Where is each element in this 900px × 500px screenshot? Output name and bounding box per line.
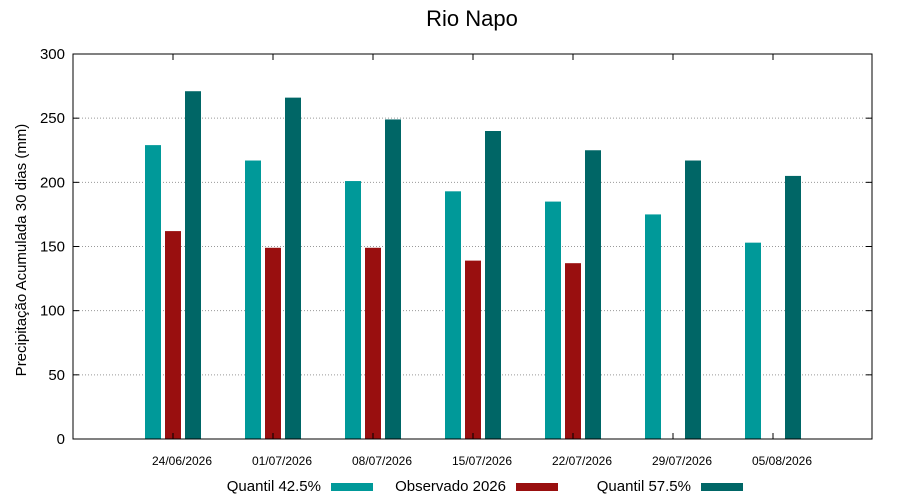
- legend-swatch: [331, 483, 373, 491]
- legend-label: Quantil 42.5%: [227, 478, 321, 495]
- y-axis-ticks: 0 50 100 150 200 250 300: [40, 46, 872, 448]
- bar-quantil-42-5: [445, 191, 461, 439]
- bar-quantil-57-5: [285, 97, 301, 439]
- bar-observado-2026: [465, 260, 481, 439]
- bar-quantil-57-5: [485, 131, 501, 439]
- bar-quantil-57-5: [185, 91, 201, 439]
- y-tick-label: 100: [40, 303, 65, 320]
- y-tick-label: 300: [40, 46, 65, 63]
- bars: [145, 91, 801, 440]
- chart-title: Rio Napo: [426, 6, 518, 31]
- legend-label: Quantil 57.5%: [597, 478, 691, 495]
- y-tick-label: 250: [40, 110, 65, 127]
- legend-label: Observado 2026: [395, 478, 506, 495]
- x-tick-label: 22/07/2026: [552, 454, 612, 468]
- x-tick-label: 15/07/2026: [452, 454, 512, 468]
- legend: Quantil 42.5% Observado 2026 Quantil 57.5%: [227, 478, 743, 495]
- bar-quantil-42-5: [545, 201, 561, 439]
- bar-observado-2026: [365, 247, 381, 439]
- x-tick-label: 24/06/2026: [152, 454, 212, 468]
- x-axis-ticks: 24/06/2026 01/07/2026 08/07/2026 15/07/2026…: [152, 54, 812, 468]
- bar-quantil-57-5: [385, 119, 401, 439]
- y-tick-label: 0: [57, 431, 65, 448]
- x-tick-label: 01/07/2026: [252, 454, 312, 468]
- y-tick-label: 150: [40, 239, 65, 256]
- bar-observado-2026: [165, 231, 181, 439]
- legend-swatch: [701, 483, 743, 491]
- bar-quantil-57-5: [585, 150, 601, 439]
- bar-quantil-42-5: [745, 242, 761, 439]
- bar-observado-2026: [565, 263, 581, 439]
- bar-quantil-57-5: [785, 175, 801, 439]
- legend-swatch: [516, 483, 558, 491]
- bar-quantil-42-5: [645, 214, 661, 439]
- bar-quantil-42-5: [345, 181, 361, 440]
- x-tick-label: 05/08/2026: [752, 454, 812, 468]
- y-tick-label: 200: [40, 174, 65, 191]
- y-axis-label: Precipitação Acumulada 30 dias (mm): [13, 124, 30, 377]
- x-tick-label: 08/07/2026: [352, 454, 412, 468]
- bar-observado-2026: [265, 247, 281, 439]
- bar-quantil-57-5: [685, 160, 701, 439]
- bar-quantil-42-5: [145, 145, 161, 439]
- bar-quantil-42-5: [245, 160, 261, 439]
- x-tick-label: 29/07/2026: [652, 454, 712, 468]
- y-tick-label: 50: [48, 367, 65, 384]
